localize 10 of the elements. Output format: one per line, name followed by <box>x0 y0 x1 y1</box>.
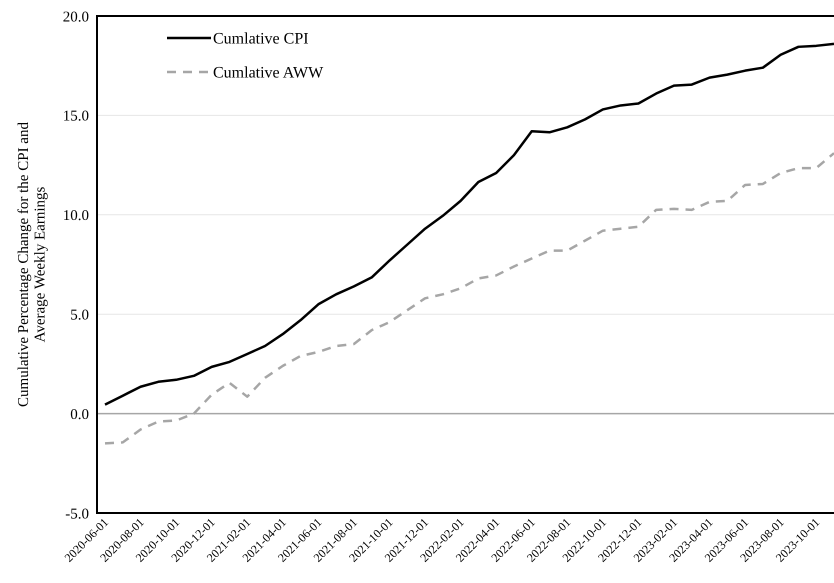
y-tick-label: 10.0 <box>62 208 89 224</box>
y-axis-title: Cumulative Percentage Change for the CPI and Average Weekly Earnings <box>16 122 48 407</box>
y-tick-label: 20.0 <box>62 9 89 26</box>
legend-label: Cumlative CPI <box>213 30 309 48</box>
legend-label: Cumlative AWW <box>213 64 324 82</box>
y-tick-label: 5.0 <box>70 307 89 324</box>
y-tick-label: 15.0 <box>62 108 89 125</box>
line-series <box>104 42 834 406</box>
y-tick-label: 0.0 <box>70 406 89 423</box>
y-tick-label: -5.0 <box>65 506 89 522</box>
